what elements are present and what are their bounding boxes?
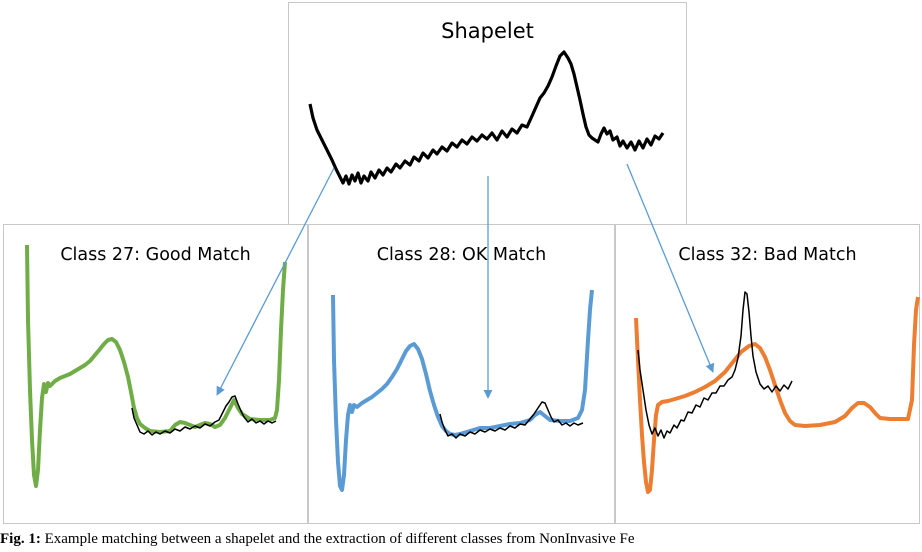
arrow-to-class-27 xyxy=(216,167,335,396)
class-28-panel: Class 28: OK Match xyxy=(308,224,615,524)
class-27-curve xyxy=(25,244,287,488)
class-28-curve xyxy=(331,289,594,492)
figure-caption: Fig. 1: Example matching between a shape… xyxy=(0,531,635,548)
class-28-title: Class 28: OK Match xyxy=(376,245,547,265)
figure-caption-label: Fig. 1: xyxy=(0,531,41,547)
class-28-shapelet-overlay xyxy=(439,401,584,439)
class-32-shapelet-overlay xyxy=(637,291,793,439)
class-27-title: Class 27: Good Match xyxy=(60,245,251,265)
arrow-to-class-32 xyxy=(626,163,715,373)
class-27-shapelet-overlay xyxy=(131,395,277,436)
shapelet-title: Shapelet xyxy=(441,19,534,43)
class-32-curve xyxy=(634,296,920,494)
shapelet-curve xyxy=(308,50,665,186)
class-27-panel: Class 27: Good Match xyxy=(3,224,308,524)
class-32-panel: Class 32: Bad Match xyxy=(615,224,920,524)
figure-caption-text: Example matching between a shapelet and … xyxy=(40,531,635,547)
class-32-title: Class 32: Bad Match xyxy=(678,245,857,265)
